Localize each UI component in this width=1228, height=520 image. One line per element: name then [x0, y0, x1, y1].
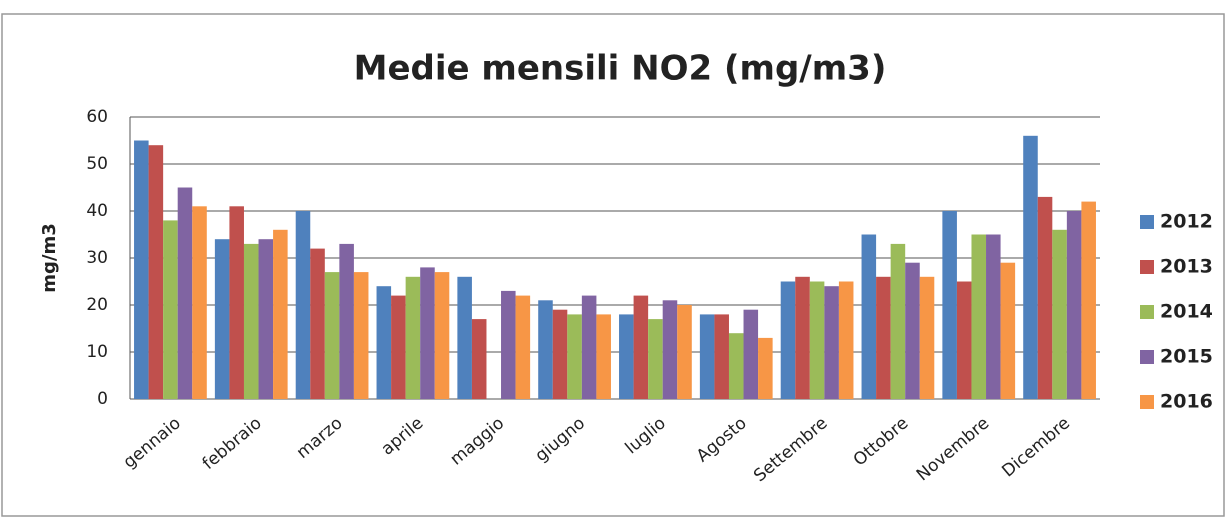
y-axis-label: mg/m3	[39, 223, 60, 293]
bar	[728, 333, 744, 399]
bar	[148, 145, 164, 399]
legend-swatch	[1140, 215, 1154, 229]
legend-swatch	[1140, 260, 1154, 274]
legend-label: 2015	[1160, 346, 1213, 368]
bar	[942, 211, 957, 399]
bar	[324, 272, 340, 399]
bar	[919, 276, 935, 399]
legend-swatch	[1140, 350, 1154, 364]
bar	[192, 206, 207, 399]
bar	[420, 267, 435, 399]
bar	[1037, 196, 1053, 399]
bar	[743, 309, 759, 399]
bar	[648, 319, 663, 399]
legend-swatch	[1140, 395, 1154, 409]
bar	[824, 286, 839, 399]
bar	[809, 281, 825, 399]
bar	[214, 239, 230, 399]
bar	[163, 220, 178, 399]
bar	[758, 337, 773, 399]
bar	[633, 295, 649, 399]
bar	[310, 248, 325, 399]
bar	[861, 234, 877, 399]
bar	[905, 262, 920, 399]
bar	[714, 314, 729, 399]
bar	[353, 272, 369, 399]
bar	[243, 243, 259, 399]
bar	[471, 319, 487, 399]
bar	[229, 206, 244, 399]
legend-label: 2016	[1160, 391, 1213, 413]
bar	[134, 140, 149, 399]
bar	[876, 276, 891, 399]
bar	[177, 187, 193, 399]
bar	[780, 281, 796, 399]
y-tick-label: 60	[86, 107, 108, 127]
y-tick-label: 40	[86, 201, 108, 221]
bar	[258, 239, 274, 399]
bar	[552, 309, 568, 399]
bar	[1052, 229, 1067, 399]
bar	[376, 286, 392, 399]
bar	[457, 276, 472, 399]
bar	[986, 234, 1001, 399]
bar	[699, 314, 715, 399]
bar	[1000, 262, 1016, 399]
bar	[405, 276, 421, 399]
bar	[581, 295, 597, 399]
y-tick-label: 10	[86, 342, 108, 362]
chart-title: Medie mensili NO2 (mg/m3)	[354, 49, 887, 89]
bar	[596, 314, 611, 399]
bar	[567, 314, 582, 399]
bar	[434, 272, 450, 399]
bar	[838, 281, 854, 399]
bar	[971, 234, 987, 399]
bar	[339, 243, 354, 399]
y-tick-label: 30	[86, 248, 108, 268]
legend-label: 2013	[1160, 256, 1213, 278]
bar	[538, 300, 553, 399]
bar	[1023, 135, 1038, 400]
bar	[391, 295, 406, 399]
bar	[501, 290, 516, 399]
bar	[1066, 211, 1082, 399]
bar	[890, 243, 906, 399]
bar	[956, 281, 972, 399]
legend-swatch	[1140, 305, 1154, 319]
legend-label: 2014	[1160, 301, 1213, 323]
bar	[295, 211, 311, 399]
bar	[677, 305, 692, 399]
bar	[515, 295, 531, 399]
y-tick-label: 50	[86, 154, 108, 174]
bar	[1081, 201, 1096, 399]
bar	[662, 300, 678, 399]
bar	[619, 314, 634, 399]
legend-label: 2012	[1160, 211, 1213, 233]
y-tick-label: 20	[86, 295, 108, 315]
bar	[795, 276, 810, 399]
bar	[273, 229, 288, 399]
y-tick-label: 0	[97, 389, 108, 409]
